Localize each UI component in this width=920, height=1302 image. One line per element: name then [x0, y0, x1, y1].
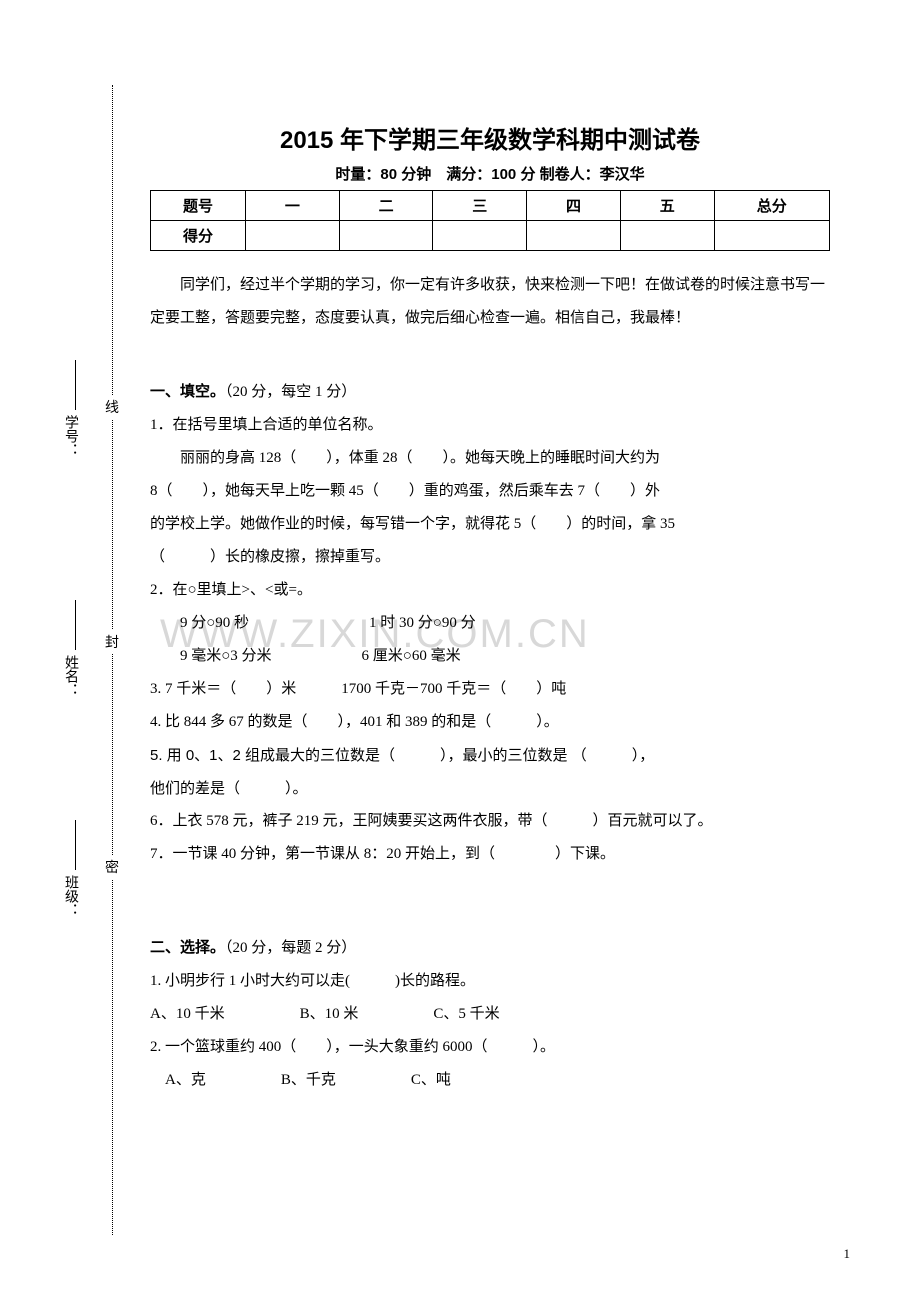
binding-char-xian: 线 [105, 395, 119, 419]
section2-header: 二、选择。（20 分，每题 2 分） [150, 931, 830, 965]
cell-label: 得分 [151, 221, 246, 251]
s2-q1: 1. 小明步行 1 小时大约可以走( )长的路程。 [150, 965, 830, 998]
q1-line1: 1．在括号里填上合适的单位名称。 [150, 409, 830, 442]
cell: 一 [246, 191, 340, 221]
intro-text: 同学们，经过半个学期的学习，你一定有许多收获，快来检测一下吧！在做试卷的时候注意… [150, 269, 830, 335]
cell: 五 [620, 191, 714, 221]
score-table: 题号 一 二 三 四 五 总分 得分 [150, 190, 830, 251]
section1-header: 一、填空。（20 分，每空 1 分） [150, 375, 830, 409]
q1-line5: （ ）长的橡皮擦，擦掉重写。 [150, 541, 830, 574]
label-xingming: 姓名： [60, 655, 80, 697]
q2-line2: 9 分○90 秒 1 时 30 分○90 分 [150, 607, 830, 640]
q6: 6．上衣 578 元，裤子 219 元，王阿姨要买这两件衣服，带（ ）百元就可以… [150, 805, 830, 838]
q2-line1: 2．在○里填上>、<或=。 [150, 574, 830, 607]
q1-line2: 丽丽的身高 128（ ），体重 28（ ）。她每天晚上的睡眠时间大约为 [150, 442, 830, 475]
exam-title: 2015 年下学期三年级数学科期中测试卷 [150, 120, 830, 155]
line-xuehao [75, 360, 76, 410]
binding-margin: 密 封 线 班级： 姓名： 学号： [40, 85, 130, 1235]
label-xuehao: 学号： [60, 415, 80, 457]
q5-line2: 他们的差是（ ）。 [150, 772, 830, 805]
table-row: 题号 一 二 三 四 五 总分 [151, 191, 830, 221]
cell: 总分 [714, 191, 829, 221]
label-banji: 班级： [60, 875, 80, 917]
section2-points: （20 分，每题 2 分） [225, 940, 356, 956]
q1-line4: 的学校上学。她做作业的时候，每写错一个字，就得花 5（ ）的时间，拿 35 [150, 508, 830, 541]
exam-subtitle: 时量：80 分钟 满分：100 分 制卷人：李汉华 [150, 163, 830, 184]
q4: 4. 比 844 多 67 的数是（ ），401 和 389 的和是（ ）。 [150, 706, 830, 739]
cell [620, 221, 714, 251]
q2-line3: 9 毫米○3 分米 6 厘米○60 毫米 [150, 640, 830, 673]
q7: 7．一节课 40 分钟，第一节课从 8：20 开始上，到（ ）下课。 [150, 838, 830, 871]
q3: 3. 7 千米＝（ ）米 1700 千克－700 千克＝（ ）吨 [150, 673, 830, 706]
cell: 四 [527, 191, 621, 221]
q5-line1: 5. 用 0、1、2 组成最大的三位数是（ ），最小的三位数是 （ ）， [150, 739, 830, 772]
cell: 二 [339, 191, 433, 221]
cell [339, 221, 433, 251]
s2-q1-opts: A、10 千米 B、10 米 C、5 千米 [150, 998, 830, 1031]
dotted-line [112, 85, 113, 1235]
line-xingming [75, 600, 76, 650]
cell-label: 题号 [151, 191, 246, 221]
cell [527, 221, 621, 251]
s2-q2: 2. 一个篮球重约 400（ ），一头大象重约 6000（ ）。 [150, 1031, 830, 1064]
cell [246, 221, 340, 251]
cell [433, 221, 527, 251]
cell [714, 221, 829, 251]
s2-q2-opts: A、克 B、千克 C、吨 [150, 1064, 830, 1097]
cell: 三 [433, 191, 527, 221]
section1-points: （20 分，每空 1 分） [225, 384, 356, 400]
line-banji [75, 820, 76, 870]
table-row: 得分 [151, 221, 830, 251]
binding-char-feng: 封 [105, 630, 119, 654]
q1-line3: 8（ ），她每天早上吃一颗 45（ ）重的鸡蛋，然后乘车去 7（ ）外 [150, 475, 830, 508]
binding-char-mi: 密 [105, 855, 119, 879]
page-content: 2015 年下学期三年级数学科期中测试卷 时量：80 分钟 满分：100 分 制… [150, 120, 830, 1097]
page-number: 1 [844, 1246, 851, 1262]
section1-title: 一、填空。 [150, 383, 225, 400]
section2-title: 二、选择。 [150, 939, 225, 956]
